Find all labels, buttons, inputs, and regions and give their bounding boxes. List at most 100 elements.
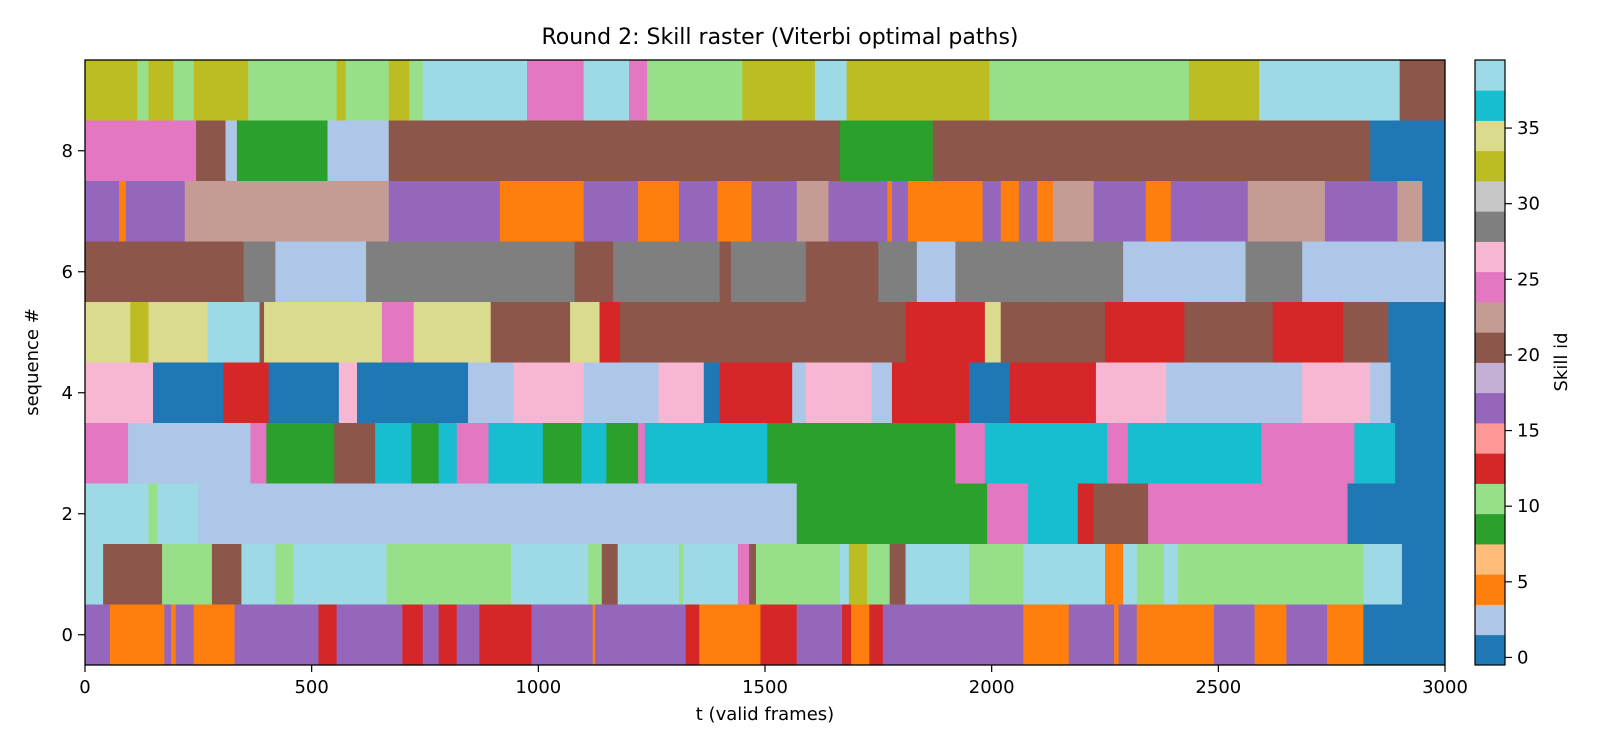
segment-row3-12 [606, 423, 639, 484]
segment-row1-29 [1163, 544, 1178, 605]
segment-row2-5 [987, 483, 1029, 544]
segment-row3-0 [85, 423, 129, 484]
sequence-row-6 [85, 241, 1446, 302]
segment-row1-31 [1363, 544, 1403, 605]
segment-row7-1 [119, 181, 127, 242]
segment-row2-2 [157, 483, 199, 544]
segment-row1-7 [386, 544, 485, 605]
segment-row9-24 [1309, 60, 1355, 121]
segment-row1-20 [848, 544, 868, 605]
segment-row0-3 [164, 604, 172, 665]
segment-row7-17 [891, 181, 909, 242]
segment-row4-11 [719, 362, 793, 423]
segment-row4-21 [1302, 362, 1371, 423]
colorbar-swatch-12 [1475, 271, 1505, 303]
segment-row4-1 [153, 362, 224, 423]
segment-row3-18 [955, 423, 986, 484]
colorbar-tick-label-25: 25 [1517, 269, 1540, 290]
segment-row6-16 [1245, 241, 1303, 302]
y-tick-label-4: 4 [62, 383, 73, 404]
colorbar-swatch-13 [1475, 241, 1505, 273]
segment-row8-3 [236, 120, 328, 181]
segment-row0-25 [882, 604, 1024, 665]
segment-row4-2 [223, 362, 269, 423]
segment-row5-3 [207, 302, 260, 363]
segment-row4-23 [1390, 362, 1446, 423]
segment-row6-12 [955, 241, 1049, 302]
segment-row9-13 [583, 60, 630, 121]
x-axis: 0 500 1000 1500 2000 2500 3000 [79, 665, 1468, 698]
sequence-row-0 [85, 604, 1446, 665]
colorbar-swatch-6 [1475, 453, 1505, 484]
segment-row0-19 [699, 604, 761, 665]
segment-row1-1 [103, 544, 163, 605]
x-tick-label-3000: 3000 [1422, 677, 1468, 698]
segment-row7-29 [1324, 181, 1398, 242]
segment-row9-7 [345, 60, 390, 121]
y-tick-label-8: 8 [62, 141, 73, 162]
segment-row9-6 [336, 60, 347, 121]
segment-row3-20 [1107, 423, 1129, 484]
segment-row9-26 [1399, 60, 1446, 121]
segment-row9-5 [248, 60, 337, 121]
segment-row9-15 [647, 60, 743, 121]
segment-row6-9 [805, 241, 879, 302]
segment-row7-12 [717, 181, 752, 242]
segment-row5-13 [905, 302, 943, 363]
segment-row9-23 [1259, 60, 1310, 121]
segment-row3-10 [542, 423, 582, 484]
segment-row1-15 [683, 544, 739, 605]
segment-row0-0 [85, 604, 111, 665]
colorbar-swatch-5 [1475, 483, 1505, 515]
segment-row8-2 [225, 120, 238, 181]
segment-row7-27 [1186, 181, 1249, 242]
colorbar-frame [1474, 59, 1506, 666]
segment-row6-5 [574, 241, 614, 302]
segment-row7-11 [678, 181, 718, 242]
segment-row1-0 [85, 544, 104, 605]
segment-row7-9 [583, 181, 639, 242]
colorbar-swatch-15 [1475, 181, 1505, 212]
segment-row3-17 [907, 423, 956, 484]
segment-row4-6 [468, 362, 514, 423]
colorbar-swatch-2 [1475, 574, 1505, 605]
segment-row0-35 [1363, 604, 1446, 665]
segment-row0-4 [171, 604, 177, 665]
segment-row5-20 [1343, 302, 1389, 363]
segment-row1-9 [511, 544, 523, 605]
colorbar-swatch-11 [1475, 302, 1505, 333]
colorbar-swatch-7 [1475, 423, 1505, 454]
colorbar-swatch-4 [1475, 513, 1505, 545]
segment-row8-7 [932, 120, 1371, 181]
segment-row1-4 [241, 544, 276, 605]
segment-row7-19 [982, 181, 1002, 242]
segment-row5-6 [381, 302, 415, 363]
x-tick-label-500: 500 [294, 677, 328, 698]
x-tick-label-2500: 2500 [1195, 677, 1241, 698]
segment-row5-14 [941, 302, 986, 363]
segment-row6-17 [1302, 241, 1446, 302]
colorbar-swatch-14 [1475, 211, 1505, 242]
segment-row8-6 [839, 120, 934, 181]
colorbar-tick-label-0: 0 [1517, 647, 1528, 668]
segment-row1-2 [162, 544, 213, 605]
segment-row9-20 [989, 60, 1190, 121]
sequence-row-7 [85, 181, 1446, 242]
segment-row6-15 [1204, 241, 1246, 302]
segment-row0-33 [1286, 604, 1328, 665]
y-tick-label-6: 6 [62, 262, 73, 283]
segment-row3-19 [984, 423, 1108, 484]
segment-row0-7 [234, 604, 319, 665]
colorbar-swatch-10 [1475, 332, 1505, 363]
segment-row1-3 [211, 544, 242, 605]
colorbar-swatch-17 [1475, 120, 1505, 152]
segment-row4-16 [969, 362, 1011, 423]
segment-row3-24 [1395, 423, 1446, 484]
raster-segments [85, 60, 1446, 665]
segment-row2-6 [1027, 483, 1079, 544]
segment-row9-10 [422, 60, 460, 121]
colorbar-tick-label-35: 35 [1517, 118, 1540, 139]
chart-title: Round 2: Skill raster (Viterbi optimal p… [541, 25, 1018, 50]
segment-row4-13 [805, 362, 872, 423]
